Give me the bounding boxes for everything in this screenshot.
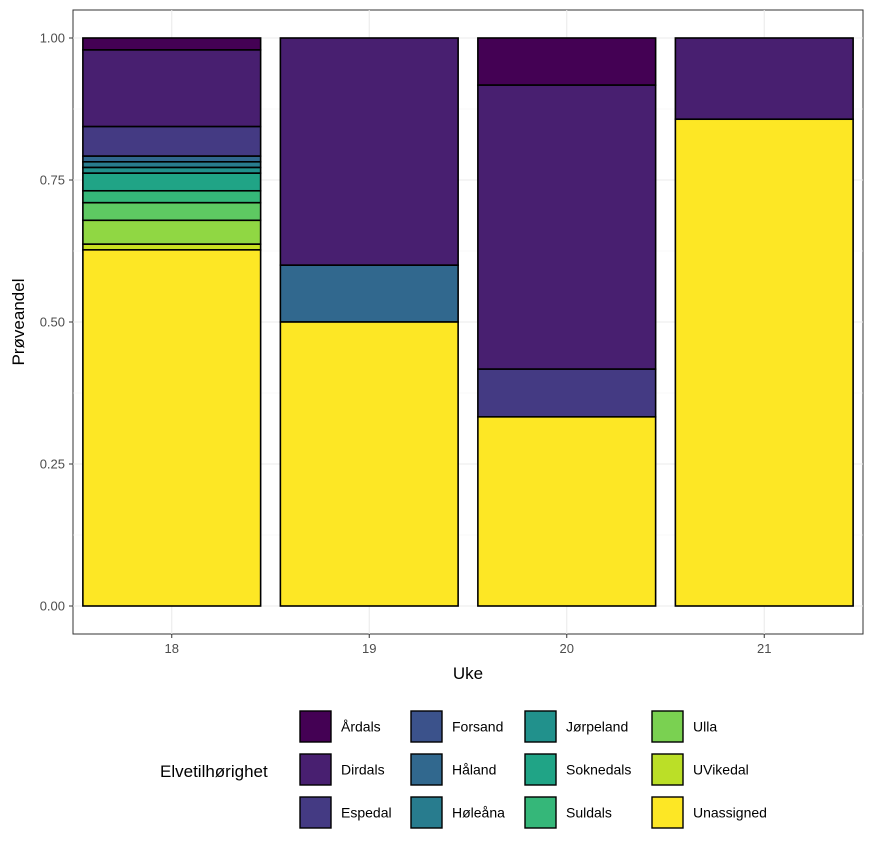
bar-segment (82, 155, 262, 163)
y-tick-label: 0.50 (40, 315, 65, 330)
legend-key (410, 753, 443, 786)
legend-key (524, 796, 557, 829)
bar-segment (82, 201, 262, 222)
legend-key (651, 796, 684, 829)
bar-segment (82, 172, 262, 192)
bar-segment (82, 49, 262, 128)
bar-segment (82, 37, 262, 51)
y-tick-label: 0.00 (40, 599, 65, 614)
legend-label: Forsand (452, 719, 503, 735)
bar-stack-19 (279, 37, 459, 607)
legend-label: Håland (452, 762, 496, 778)
bar-segment (82, 219, 262, 245)
x-tick-label: 21 (757, 641, 771, 656)
x-axis: 18 19 20 21 (165, 634, 771, 656)
bar-segment (674, 118, 854, 607)
legend-label: Årdals (341, 719, 381, 735)
bar-stack-20 (477, 37, 657, 607)
legend-label: Unassigned (693, 805, 767, 821)
y-tick-label: 0.25 (40, 457, 65, 472)
legend-label: UVikedal (693, 762, 749, 778)
legend-key (651, 753, 684, 786)
x-tick-label: 19 (362, 641, 376, 656)
legend-key (410, 796, 443, 829)
legend: Elvetilhørighet Årdals Dirdals Espedal Fors… (160, 710, 767, 829)
bar-stack-21 (674, 37, 854, 607)
bar-segment (674, 37, 854, 121)
y-axis-title: Prøveandel (9, 279, 28, 366)
legend-label: Ulla (693, 719, 717, 735)
legend-label: Suldals (566, 805, 612, 821)
bar-segment (477, 416, 657, 607)
bar-segment (477, 37, 657, 86)
bar-segment (82, 166, 262, 174)
bar-segment (82, 243, 262, 251)
legend-key (651, 710, 684, 743)
legend-label: Espedal (341, 805, 392, 821)
legend-label: Jørpeland (566, 719, 628, 735)
legend-label: Høleåna (452, 805, 505, 821)
x-axis-title: Uke (453, 664, 483, 683)
bar-segment (279, 321, 459, 607)
bar-segment (82, 125, 262, 157)
legend-key (299, 753, 332, 786)
bar-segment (82, 161, 262, 169)
y-tick-label: 0.75 (40, 173, 65, 188)
bar-segment (82, 249, 262, 607)
legend-label: Soknedals (566, 762, 631, 778)
legend-key (524, 753, 557, 786)
bar-segment (279, 37, 459, 266)
bar-stack-18 (82, 37, 262, 607)
bar-segment (82, 189, 262, 204)
legend-key (299, 796, 332, 829)
bar-segment (279, 264, 459, 323)
bar-segment (477, 84, 657, 370)
bar-segment (477, 368, 657, 418)
legend-key (410, 710, 443, 743)
y-axis: 0.00 0.25 0.50 0.75 1.00 (40, 31, 73, 614)
y-tick-label: 1.00 (40, 31, 65, 46)
legend-key (524, 710, 557, 743)
legend-label: Dirdals (341, 762, 385, 778)
x-tick-label: 20 (560, 641, 574, 656)
legend-key (299, 710, 332, 743)
x-tick-label: 18 (165, 641, 179, 656)
legend-title: Elvetilhørighet (160, 762, 268, 781)
bars-group (82, 37, 854, 607)
